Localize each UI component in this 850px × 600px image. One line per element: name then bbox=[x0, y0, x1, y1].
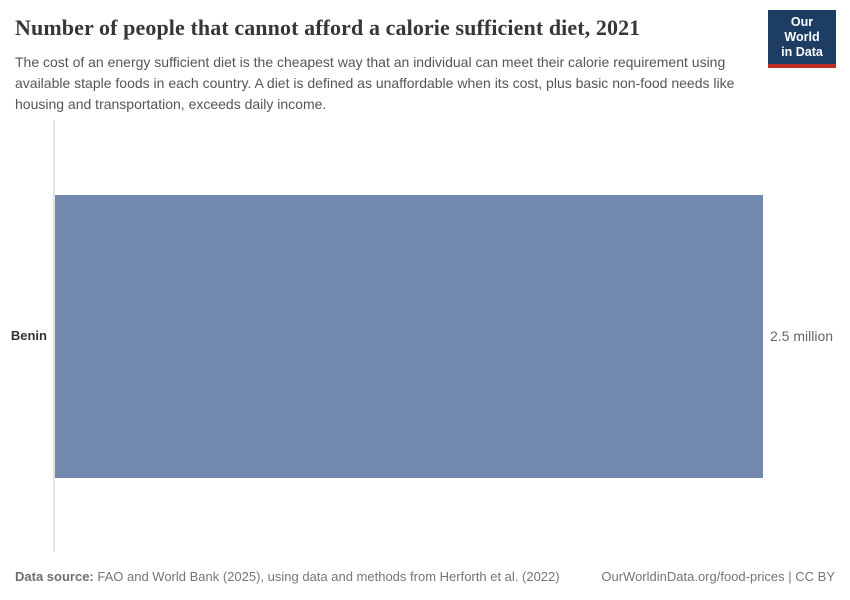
bar-benin bbox=[55, 195, 763, 478]
data-source-label: Data source: bbox=[15, 569, 94, 584]
owid-logo-line1: Our World bbox=[784, 15, 820, 44]
owid-footer-link[interactable]: OurWorldinData.org/food-prices | CC BY bbox=[601, 569, 835, 584]
y-axis-line bbox=[53, 120, 55, 552]
chart-footer: Data source: FAO and World Bank (2025), … bbox=[15, 569, 835, 584]
chart-title: Number of people that cannot afford a ca… bbox=[15, 15, 641, 40]
owid-logo-line2: in Data bbox=[781, 45, 823, 59]
data-source-text: FAO and World Bank (2025), using data an… bbox=[93, 569, 560, 584]
chart-subtitle: The cost of an energy sufficient diet is… bbox=[15, 54, 735, 112]
entity-label-benin: Benin bbox=[10, 328, 47, 343]
data-source-note: Data source: FAO and World Bank (2025), … bbox=[15, 569, 560, 584]
owid-logo: Our World in Data bbox=[768, 10, 836, 68]
value-label-benin: 2.5 million bbox=[770, 328, 834, 344]
bar-track bbox=[55, 195, 763, 478]
